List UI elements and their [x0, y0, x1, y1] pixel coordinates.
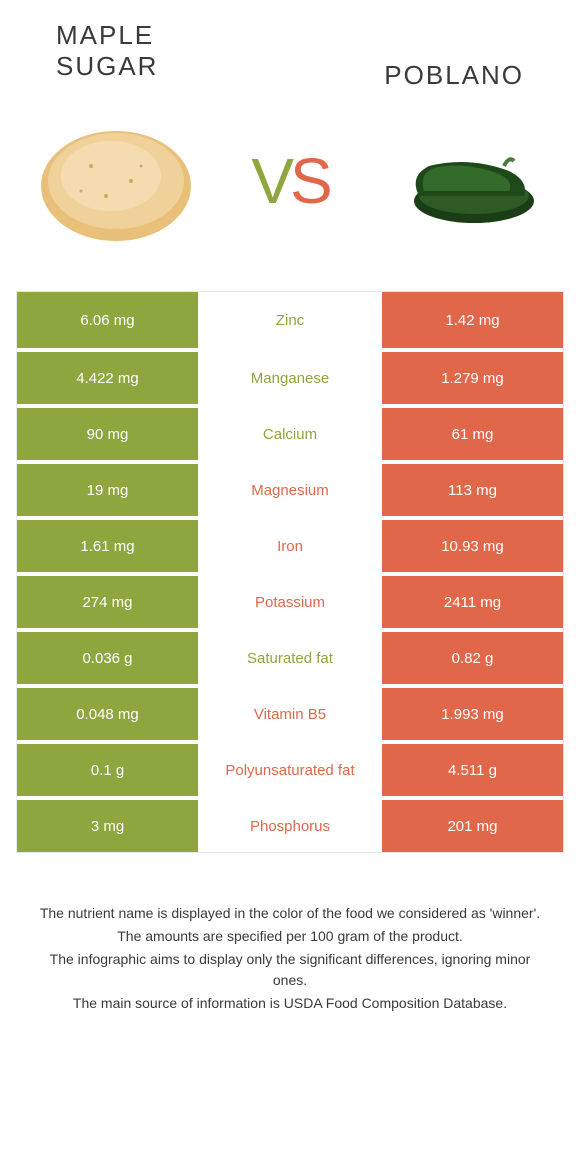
left-value: 0.036 g [17, 632, 202, 684]
nutrient-name: Zinc [202, 292, 378, 348]
nutrient-name: Phosphorus [202, 800, 378, 852]
left-value: 1.61 mg [17, 520, 202, 572]
title-line: POBLANO [384, 60, 524, 90]
nutrient-name: Magnesium [202, 464, 378, 516]
nutrient-name: Potassium [202, 576, 378, 628]
title-line: SUGAR [56, 51, 158, 81]
right-value: 10.93 mg [378, 520, 563, 572]
left-value: 274 mg [17, 576, 202, 628]
nutrient-name: Saturated fat [202, 632, 378, 684]
right-value: 1.993 mg [378, 688, 563, 740]
left-value: 6.06 mg [17, 292, 202, 348]
footer-notes: The nutrient name is displayed in the co… [16, 903, 564, 1014]
left-value: 90 mg [17, 408, 202, 460]
right-value: 2411 mg [378, 576, 563, 628]
table-row: 3 mgPhosphorus201 mg [17, 796, 563, 852]
left-value: 0.1 g [17, 744, 202, 796]
table-row: 0.1 gPolyunsaturated fat4.511 g [17, 740, 563, 796]
footer-line: The nutrient name is displayed in the co… [36, 903, 544, 924]
title-line: MAPLE [56, 20, 154, 50]
footer-line: The main source of information is USDA F… [36, 993, 544, 1014]
nutrient-table: 6.06 mgZinc1.42 mg4.422 mgManganese1.279… [16, 291, 564, 853]
right-value: 61 mg [378, 408, 563, 460]
nutrient-name: Iron [202, 520, 378, 572]
vs-s: S [290, 145, 329, 217]
table-row: 0.048 mgVitamin B51.993 mg [17, 684, 563, 740]
nutrient-name: Manganese [202, 352, 378, 404]
vs-v: V [251, 145, 290, 217]
right-value: 1.279 mg [378, 352, 563, 404]
vs-label: VS [251, 144, 328, 218]
nutrient-name: Vitamin B5 [202, 688, 378, 740]
left-value: 4.422 mg [17, 352, 202, 404]
right-value: 201 mg [378, 800, 563, 852]
table-row: 19 mgMagnesium113 mg [17, 460, 563, 516]
left-food-title: MAPLE SUGAR [56, 20, 236, 82]
table-row: 1.61 mgIron10.93 mg [17, 516, 563, 572]
images-row: VS [16, 111, 564, 281]
header: MAPLE SUGAR POBLANO [16, 20, 564, 91]
left-value: 3 mg [17, 800, 202, 852]
right-value: 4.511 g [378, 744, 563, 796]
right-value: 1.42 mg [378, 292, 563, 348]
right-value: 0.82 g [378, 632, 563, 684]
right-value: 113 mg [378, 464, 563, 516]
maple-sugar-image [26, 111, 206, 251]
nutrient-name: Calcium [202, 408, 378, 460]
footer-line: The infographic aims to display only the… [36, 949, 544, 991]
left-value: 19 mg [17, 464, 202, 516]
right-food-title: POBLANO [344, 20, 524, 91]
left-value: 0.048 mg [17, 688, 202, 740]
table-row: 6.06 mgZinc1.42 mg [17, 292, 563, 348]
poblano-image [374, 111, 554, 251]
table-row: 0.036 gSaturated fat0.82 g [17, 628, 563, 684]
nutrient-name: Polyunsaturated fat [202, 744, 378, 796]
footer-line: The amounts are specified per 100 gram o… [36, 926, 544, 947]
table-row: 90 mgCalcium61 mg [17, 404, 563, 460]
table-row: 274 mgPotassium2411 mg [17, 572, 563, 628]
table-row: 4.422 mgManganese1.279 mg [17, 348, 563, 404]
